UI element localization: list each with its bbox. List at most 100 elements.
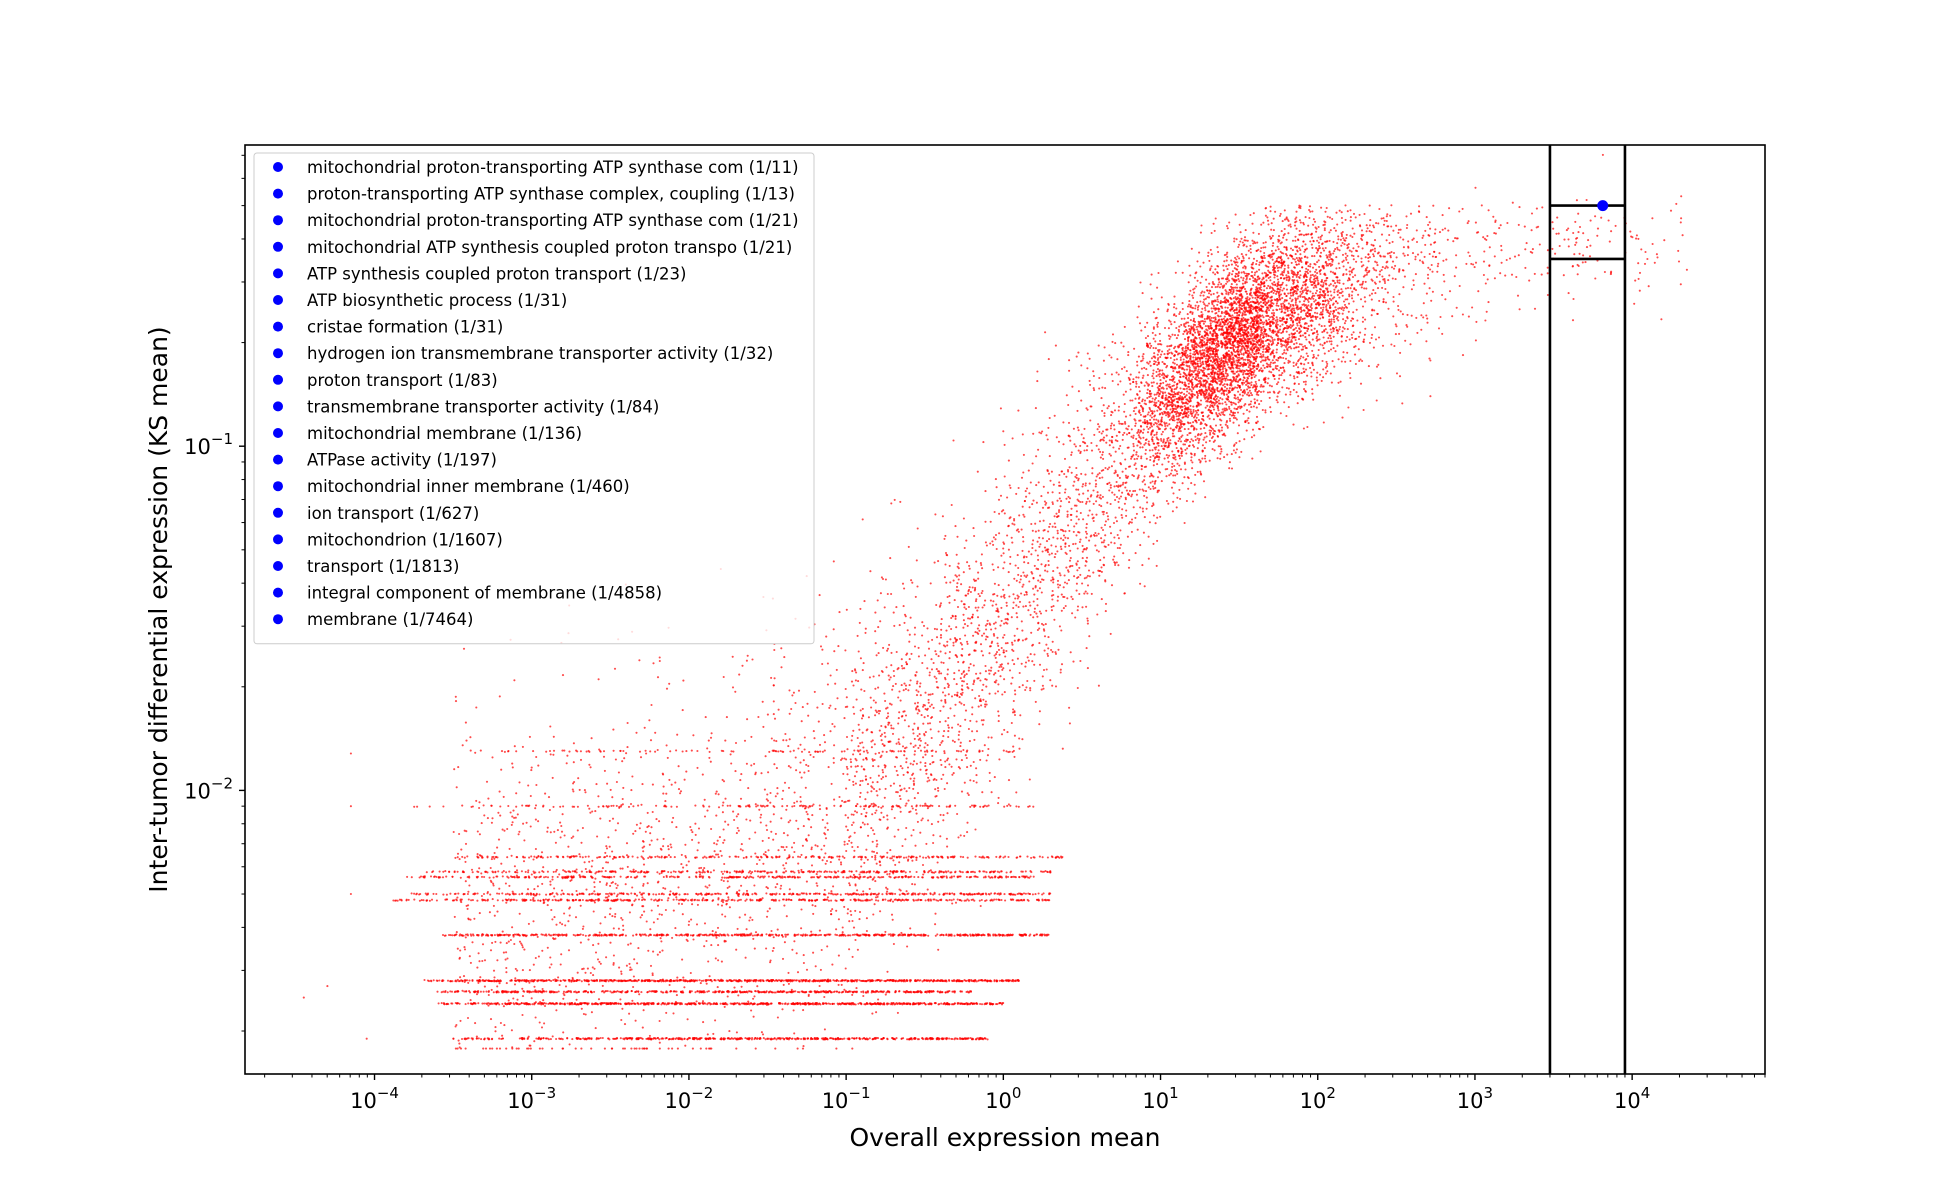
scatter-point <box>604 990 607 993</box>
scatter-point <box>977 892 980 895</box>
scatter-point <box>647 979 650 982</box>
scatter-point <box>468 979 471 982</box>
scatter-point <box>995 1003 998 1006</box>
scatter-point <box>602 979 605 982</box>
scatter-point <box>1032 856 1035 859</box>
scatter-point <box>693 980 696 983</box>
scatter-point <box>769 893 772 896</box>
scatter-point <box>547 1002 550 1005</box>
scatter-point <box>907 799 910 802</box>
scatter-point <box>590 979 593 982</box>
scatter-point <box>573 990 576 993</box>
scatter-point <box>640 1002 643 1005</box>
scatter-point <box>512 1002 515 1005</box>
scatter-point <box>694 804 697 807</box>
scatter-point <box>730 991 734 994</box>
scatter-point <box>392 899 395 902</box>
scatter-point <box>476 934 479 937</box>
scatter-point <box>461 979 464 983</box>
scatter-point <box>892 1001 895 1005</box>
scatter-point <box>996 870 999 873</box>
scatter-point <box>463 856 466 859</box>
scatter-point <box>898 990 901 993</box>
scatter-point <box>808 899 811 902</box>
scatter-point <box>603 1002 606 1005</box>
scatter-point <box>848 870 851 873</box>
scatter-point <box>739 805 742 808</box>
scatter-point <box>765 979 768 982</box>
scatter-point <box>797 855 800 858</box>
scatter-point <box>622 749 625 753</box>
scatter-point <box>953 934 956 937</box>
scatter-point <box>491 1037 494 1040</box>
scatter-point <box>881 855 884 859</box>
scatter-point <box>841 1038 844 1041</box>
scatter-point <box>600 934 603 937</box>
scatter-point <box>864 855 867 859</box>
scatter-point <box>877 876 880 879</box>
scatter-point <box>824 876 827 879</box>
scatter-point <box>913 934 916 937</box>
scatter-point <box>1080 433 1083 436</box>
scatter-point <box>1004 979 1007 982</box>
scatter-point <box>807 870 810 873</box>
scatter-point <box>544 1002 548 1005</box>
scatter-point <box>488 1002 491 1005</box>
scatter-point <box>1086 367 1089 370</box>
scatter-point <box>707 934 710 937</box>
scatter-point <box>497 934 500 937</box>
scatter-point <box>862 876 865 879</box>
scatter-point <box>946 892 949 895</box>
scatter-point <box>524 870 527 873</box>
scatter-point <box>897 750 900 753</box>
scatter-point <box>518 893 521 896</box>
scatter-point <box>736 934 739 937</box>
scatter-point <box>571 805 574 808</box>
scatter-point <box>504 1002 507 1005</box>
scatter-point <box>896 856 899 859</box>
scatter-point <box>966 749 969 752</box>
scatter-point <box>426 892 430 895</box>
scatter-point <box>457 892 460 895</box>
scatter-point <box>648 933 651 936</box>
scatter-point <box>902 990 905 993</box>
scatter-point <box>595 1038 598 1041</box>
scatter-point <box>709 871 712 874</box>
scatter-point <box>886 1037 889 1040</box>
scatter-point <box>982 805 985 808</box>
scatter-point <box>552 870 555 873</box>
scatter-point <box>506 875 509 878</box>
scatter-point <box>727 876 730 879</box>
scatter-point <box>830 991 833 994</box>
scatter-point <box>829 892 832 895</box>
scatter-point <box>875 871 878 874</box>
scatter-point <box>855 899 858 902</box>
scatter-point <box>458 1002 461 1005</box>
scatter-point <box>1049 871 1052 874</box>
scatter-point <box>599 855 602 859</box>
scatter-point <box>994 875 997 878</box>
scatter-point <box>762 1037 765 1040</box>
scatter-point <box>445 898 448 901</box>
scatter-point <box>442 870 445 873</box>
scatter-point <box>950 875 953 878</box>
scatter-point <box>652 893 655 896</box>
scatter-point <box>622 856 625 859</box>
scatter-point <box>683 1037 686 1040</box>
scatter-point <box>951 1037 954 1041</box>
scatter-point <box>577 991 580 994</box>
scatter-point <box>784 870 788 873</box>
scatter-point <box>819 750 822 753</box>
scatter-point <box>765 933 768 936</box>
scatter-point <box>632 805 635 808</box>
scatter-point <box>847 979 850 983</box>
scatter-point <box>622 892 625 896</box>
scatter-point <box>544 875 547 878</box>
scatter-point <box>775 856 778 859</box>
scatter-point <box>594 898 597 901</box>
scatter-point <box>962 856 965 859</box>
scatter-point <box>501 1037 504 1040</box>
scatter-point <box>877 1003 881 1006</box>
scatter-point <box>694 856 697 859</box>
scatter-point <box>571 893 574 896</box>
